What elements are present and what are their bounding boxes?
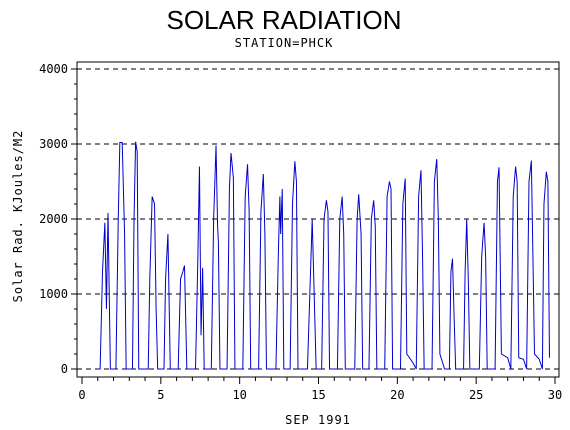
x-axis-label: SEP 1991 — [285, 413, 351, 427]
x-tick-label: 30 — [548, 388, 562, 402]
x-axis: 0 5 10 15 20 25 30 — [78, 377, 562, 402]
y-tick-label: 0 — [61, 362, 68, 376]
y-axis: 0 1000 2000 3000 4000 — [39, 62, 77, 376]
x-tick-label: 15 — [311, 388, 325, 402]
y-tick-label: 2000 — [39, 212, 68, 226]
x-tick-label: 10 — [232, 388, 246, 402]
series-line — [97, 141, 550, 370]
chart-subtitle: STATION=PHCK — [235, 36, 334, 50]
x-tick-label: 0 — [78, 388, 85, 402]
x-tick-label: 5 — [157, 388, 164, 402]
y-tick-label: 3000 — [39, 137, 68, 151]
chart-title: SOLAR RADIATION — [166, 5, 401, 35]
y-tick-label: 4000 — [39, 62, 68, 76]
x-tick-label: 20 — [390, 388, 404, 402]
x-tick-label: 25 — [469, 388, 483, 402]
y-tick-label: 1000 — [39, 287, 68, 301]
y-axis-label: Solar Rad. KJoules/M2 — [11, 130, 25, 303]
